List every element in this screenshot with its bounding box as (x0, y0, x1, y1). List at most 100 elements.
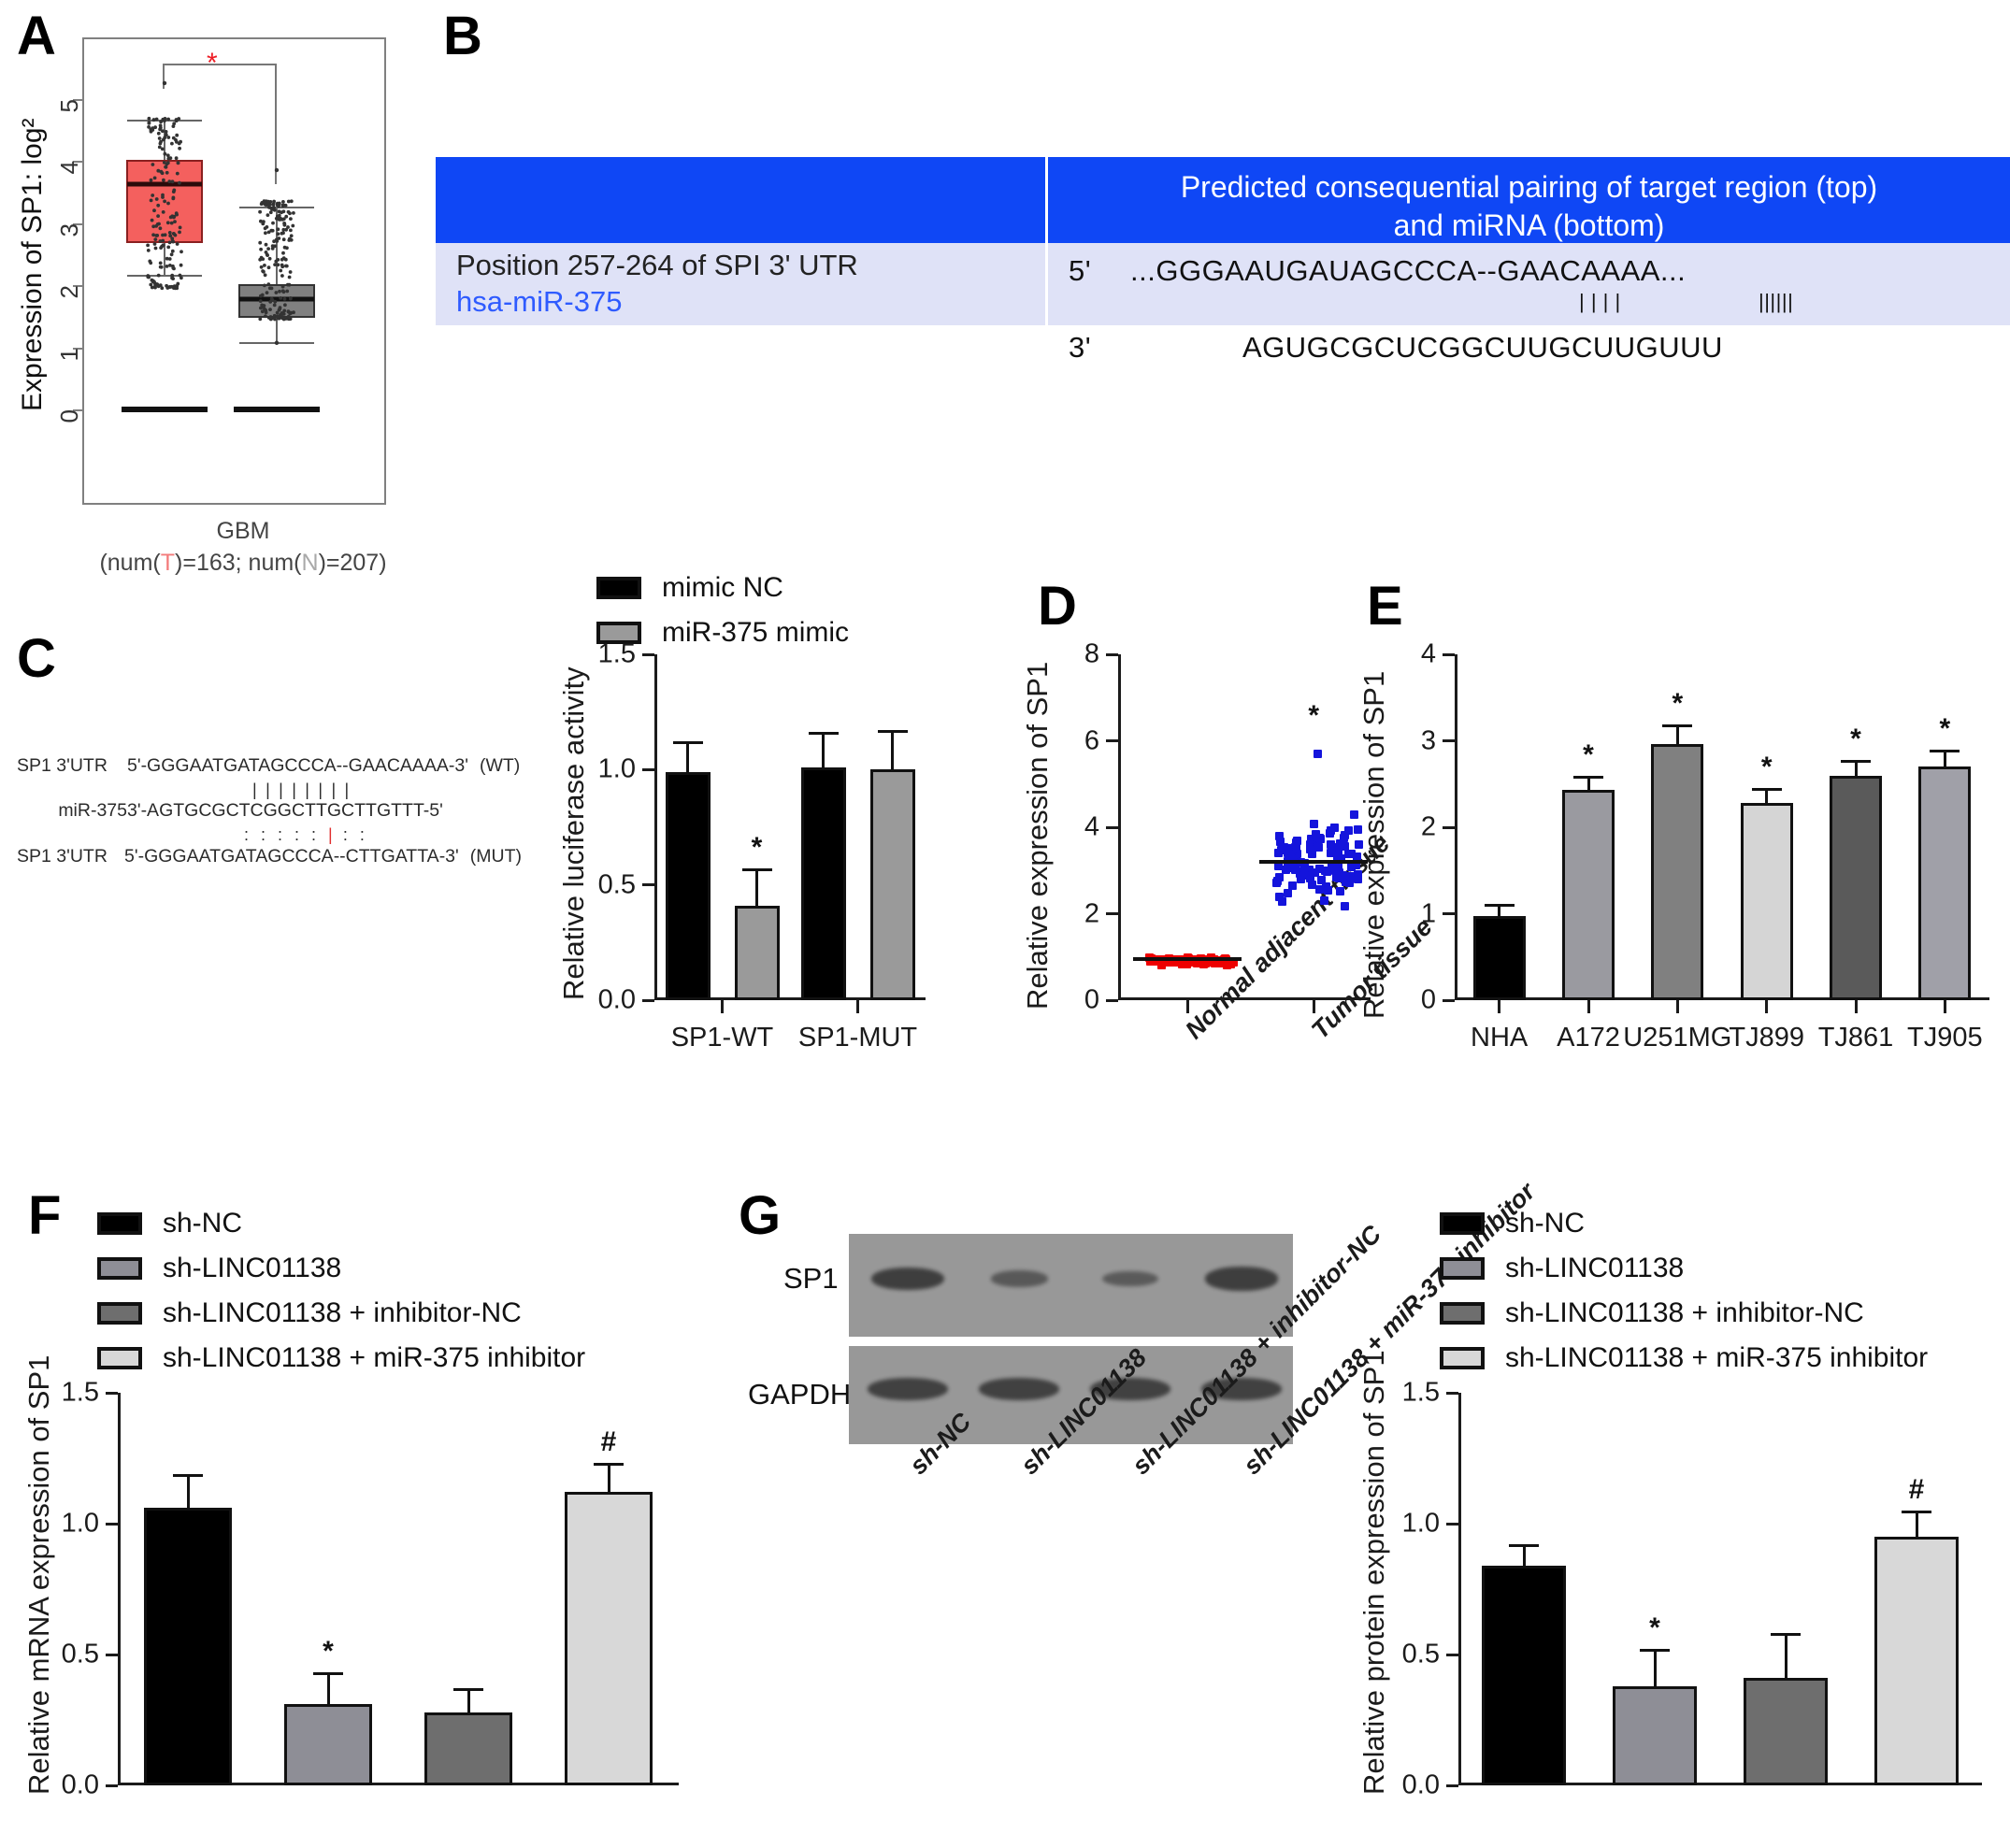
error-bar (1654, 1652, 1657, 1685)
data-point (1310, 820, 1318, 828)
data-point (1312, 830, 1320, 838)
bar (1651, 744, 1703, 1000)
y-tick-label: 4 (1084, 812, 1099, 843)
x-tick (1676, 1000, 1679, 1013)
x-axis-label: TJ899 (1729, 1023, 1804, 1053)
error-cap (1841, 760, 1871, 763)
data-point (1334, 851, 1342, 859)
error-cap (1930, 750, 1960, 752)
panel-c-y-axis-label: Relative luciferase activity (557, 636, 591, 1000)
data-point (1300, 871, 1309, 880)
legend-label-inhibitor-nc-g: sh-LINC01138 + inhibitor-NC (1505, 1297, 1864, 1329)
error-cap (878, 730, 908, 733)
panel-b-pair-bars-2: |||||| (1759, 292, 1793, 312)
blot-panel-sp1 (849, 1234, 1293, 1337)
panel-c-align-row-mir: miR-375 3'-AGTGCGCTCGGCTTGCTTGTTT-5' (17, 802, 522, 821)
error-cap (453, 1688, 483, 1691)
panel-a-y-tick-label: 2 (55, 285, 84, 298)
panel-c-chart: 0.0 0.5 1.0 1.5 * SP1-WT SP1-MUT (654, 654, 926, 1000)
error-cap (673, 741, 703, 744)
y-tick (1443, 999, 1455, 1002)
bar (144, 1508, 232, 1785)
panel-a-y-axis-label: Expression of SP1: log² (17, 56, 49, 411)
bar (1741, 803, 1793, 1000)
panel-a-y-tick-label: 3 (55, 223, 84, 236)
panel-c-align-row-mut: SP1 3'UTR 5'-GGGAATGATAGCCCA--CTTGATTA-3… (17, 848, 522, 867)
panel-b-sequences: 5' ...GGGAAUGAUAGCCCA--GAACAAAA... | | |… (1048, 243, 2010, 325)
legend-label-inhibitor-nc-f: sh-LINC01138 + inhibitor-NC (163, 1297, 522, 1329)
y-tick-label: 6 (1084, 725, 1099, 756)
error-bar (822, 735, 825, 767)
legend-item-mir375-inhibitor-f: sh-LINC01138 + miR-375 inhibitor (97, 1342, 585, 1374)
y-tick (106, 1392, 118, 1395)
count-n-letter: N (302, 550, 319, 576)
legend-label-sh-nc-g: sh-NC (1505, 1208, 1585, 1239)
panel-letter-g: G (739, 1189, 781, 1243)
error-cap (1662, 724, 1692, 727)
data-point (1324, 886, 1332, 895)
panel-b-row-label-mirna: hsa-miR-375 (456, 285, 1045, 319)
legend-label-mir375-inhibitor-g: sh-LINC01138 + miR-375 inhibitor (1505, 1342, 1928, 1374)
blot-row-label-gapdh: GAPDH (748, 1378, 851, 1411)
y-tick-label: 2 (1421, 812, 1436, 843)
y-tick-label: 0 (1084, 985, 1099, 1016)
legend-item-inhibitor-nc-g: sh-LINC01138 + inhibitor-NC (1440, 1297, 1928, 1329)
bar (870, 769, 915, 1000)
y-tick-label: 4 (1421, 639, 1436, 670)
data-point (1278, 897, 1286, 906)
significance-marker: * (323, 1636, 334, 1668)
x-tick (856, 1000, 859, 1013)
y-tick-label: 0.5 (598, 869, 636, 900)
x-tick (1498, 1000, 1500, 1013)
y-tick (1106, 999, 1118, 1002)
y-tick-label: 1.0 (62, 1509, 99, 1540)
y-tick (106, 1523, 118, 1526)
bar (1562, 790, 1615, 1000)
y-tick (1446, 1523, 1458, 1526)
error-cap (1640, 1649, 1670, 1652)
legend-label-sh-linc-f: sh-LINC01138 (163, 1253, 341, 1284)
legend-label-sh-nc-f: sh-NC (163, 1208, 242, 1239)
legend-swatch-inhibitor-nc-g (1440, 1302, 1485, 1325)
panel-b-sequence-mirna: AGUGCGCUCGGCUUGCUUGUUU (1242, 331, 1723, 365)
legend-swatch-inhibitor-nc-f (97, 1302, 142, 1325)
panel-b-row-labels: Position 257-264 of SPI 3' UTR hsa-miR-3… (436, 243, 1048, 325)
significance-marker: * (1308, 700, 1319, 732)
bar (1482, 1566, 1566, 1785)
panel-c-align-tag-wt: (WT) (480, 757, 520, 776)
error-cap (809, 732, 839, 735)
legend-item-sh-nc-g: sh-NC (1440, 1208, 1928, 1239)
y-tick-label: 0.5 (1402, 1640, 1440, 1670)
error-cap (742, 868, 772, 871)
y-tick-label: 3 (1421, 725, 1436, 756)
panel-a-plot-area: 012345 * (82, 37, 386, 505)
y-tick-label: 0.0 (598, 985, 636, 1016)
significance-marker: # (601, 1426, 617, 1458)
legend-swatch-sh-linc-g (1440, 1257, 1485, 1280)
error-bar (327, 1675, 330, 1704)
panel-c-align-seq-mir: 3'-AGTGCGCTCGGCTTGCTTGTTT-5' (127, 802, 443, 821)
bar (424, 1712, 512, 1785)
legend-label-sh-linc-g: sh-LINC01138 (1505, 1253, 1684, 1284)
legend-swatch-mir375-inhibitor-f (97, 1347, 142, 1369)
panel-b-target-table: Predicted consequential pairing of targe… (436, 157, 2010, 325)
error-cap (594, 1463, 624, 1466)
x-tick (1765, 1000, 1768, 1013)
y-tick (1446, 1784, 1458, 1787)
panel-b-row-label-utr: Position 257-264 of SPI 3' UTR (456, 249, 1045, 282)
panel-a-counts: (num(T)=163; num(N)=207) (99, 550, 386, 576)
x-axis-label: A172 (1557, 1023, 1620, 1053)
blot-band-sp1 (1205, 1267, 1278, 1290)
bar (1830, 776, 1882, 1000)
panel-a-y-tick-label: 5 (55, 99, 84, 112)
panel-b-pair-bars-1: | | | | (1579, 292, 1621, 312)
y-tick-label: 2 (1084, 898, 1099, 929)
blot-band-sp1 (871, 1268, 944, 1290)
data-point (1339, 871, 1347, 880)
error-bar (187, 1477, 190, 1509)
y-tick (1443, 653, 1455, 656)
panel-b-sequence-utr: ...GGGAAUGAUAGCCCA--GAACAAAA... (1130, 254, 1686, 288)
x-tick (1944, 1000, 1946, 1013)
bar (284, 1704, 372, 1785)
significance-marker: * (1850, 723, 1861, 755)
